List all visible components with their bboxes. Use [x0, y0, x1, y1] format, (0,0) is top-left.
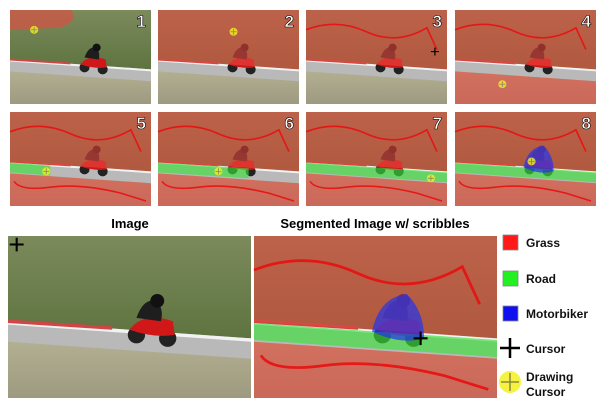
grass-mask: [158, 10, 299, 69]
photo: [306, 10, 447, 104]
photo: [455, 112, 596, 206]
panel-number: 3: [433, 12, 442, 31]
panel-number: 5: [137, 114, 146, 133]
panel-number: 2: [285, 12, 294, 31]
legend-label: Grass: [526, 236, 560, 250]
panel-number: 6: [285, 114, 294, 133]
grass-mask: [10, 112, 151, 171]
photo: [158, 10, 299, 104]
legend-label: Drawing Cursor: [526, 370, 576, 400]
legend-label: Cursor: [526, 342, 565, 356]
helmet: [93, 44, 101, 52]
legend-swatch: [503, 306, 518, 321]
photo: [158, 112, 299, 206]
photo: [254, 236, 497, 398]
grass-mask: [455, 10, 596, 69]
photo: [10, 112, 151, 206]
legend-swatch: [503, 235, 518, 250]
grass-mask: [306, 10, 447, 69]
legend-label: Road: [526, 272, 556, 286]
photo: [8, 236, 251, 398]
grass-mask: [158, 112, 299, 171]
panel-number: 7: [433, 114, 442, 133]
photo: [10, 10, 151, 104]
panel-number: 1: [137, 12, 146, 31]
image-title: Image: [111, 216, 149, 231]
photo: [306, 112, 447, 206]
panel-number: 4: [582, 12, 592, 31]
photo: [455, 10, 596, 104]
legend-swatch: [503, 271, 518, 286]
legend-label: Motorbiker: [526, 307, 588, 321]
figure: Image Segmented Image w/ scribbles 1 2 3 4 5…: [0, 0, 598, 400]
legend-cursor: [500, 338, 520, 358]
segmented-title: Segmented Image w/ scribbles: [280, 216, 469, 231]
figure-canvas: Image Segmented Image w/ scribbles 1 2 3 4 5…: [0, 0, 598, 400]
panel-number: 8: [582, 114, 591, 133]
grass-mask: [306, 112, 447, 171]
helmet: [150, 294, 164, 308]
